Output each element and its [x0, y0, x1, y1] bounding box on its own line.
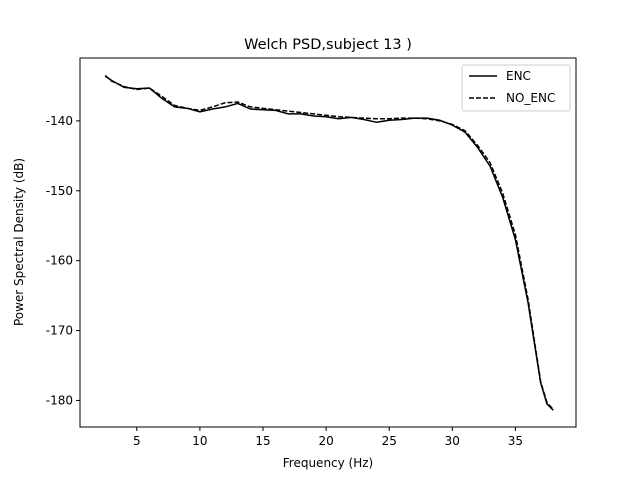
- plot-frame: [79, 57, 577, 428]
- x-tick-label: 25: [382, 434, 397, 448]
- x-tick-label: 20: [318, 434, 333, 448]
- x-axis-label: Frequency (Hz): [283, 456, 374, 470]
- y-tick-label: -180: [46, 393, 73, 407]
- y-tick-label: -140: [46, 114, 73, 128]
- x-tick-label: 10: [192, 434, 207, 448]
- line-series: [104, 75, 554, 411]
- x-tick-label: 15: [255, 434, 270, 448]
- chart-title: Welch PSD,subject 13 ): [244, 37, 412, 53]
- y-tick-label: -150: [46, 184, 73, 198]
- x-tick-label: 30: [445, 434, 460, 448]
- line-series: [104, 74, 554, 411]
- x-tick-label: 5: [133, 434, 141, 448]
- x-tick-label: 35: [508, 434, 523, 448]
- legend-label: NO_ENC: [506, 91, 555, 105]
- y-tick-label: -160: [46, 254, 73, 268]
- y-tick-label: -170: [46, 324, 73, 338]
- y-axis-label: Power Spectral Density (dB): [12, 158, 26, 326]
- legend-label: ENC: [506, 69, 531, 83]
